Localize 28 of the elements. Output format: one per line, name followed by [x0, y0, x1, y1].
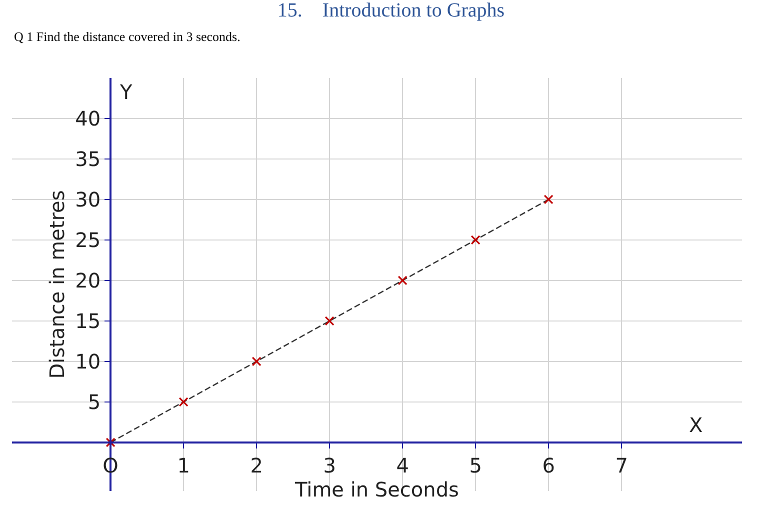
y-tick-label: 25: [75, 228, 101, 252]
y-tick-label: 5: [88, 390, 101, 414]
x-tick-label: 2: [250, 453, 263, 478]
x-tick-label: 6: [542, 453, 555, 478]
y-axis-title: Distance in metres: [45, 190, 70, 379]
y-tick-label: 40: [75, 106, 101, 130]
y-tick-label: 20: [75, 268, 101, 292]
y-tick-label: 15: [75, 308, 101, 333]
annotation: X: [689, 413, 703, 437]
x-tick-label: 3: [323, 453, 336, 478]
x-tick-label: 1: [177, 453, 190, 478]
point: [544, 194, 554, 204]
point: [470, 235, 480, 245]
point: [324, 316, 334, 326]
chart-subtitle: Q 1 Find the distance covered in 3 seconds.: [14, 29, 240, 44]
x-tick-label: 7: [615, 453, 628, 478]
point: [252, 356, 262, 366]
point: [398, 276, 408, 286]
chart-title: 15. Introduction to Graphs: [277, 0, 505, 22]
x-tick-label: 4: [396, 453, 409, 478]
annotation: Y: [119, 80, 133, 104]
x-axis-title: Time in Seconds: [294, 477, 459, 502]
y-tick-label: 30: [75, 187, 101, 212]
x-tick-label: 5: [469, 453, 482, 478]
point: [106, 438, 116, 448]
y-tick-label: 10: [75, 349, 101, 374]
point: [178, 397, 188, 407]
y-tick-label: 35: [75, 146, 101, 171]
